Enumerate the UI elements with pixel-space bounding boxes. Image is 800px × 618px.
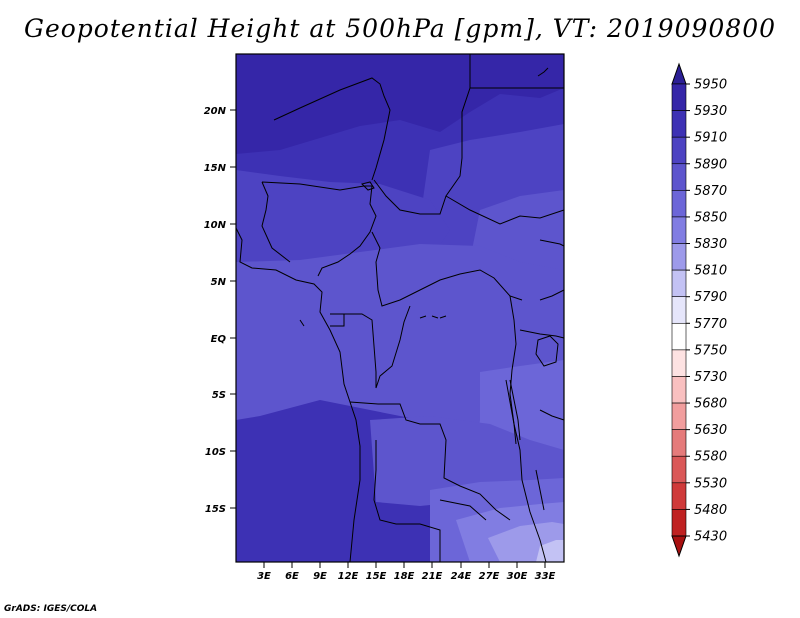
lon-axis: 3E 6E 9E 12E 15E 18E 21E 24E 27E 30E 33E xyxy=(257,562,556,582)
border-congo xyxy=(330,305,411,389)
map-frame xyxy=(235,53,565,563)
colorbar-label: 5910 xyxy=(694,131,727,146)
lon-tick-label: 12E xyxy=(338,571,359,582)
colorbar-swatch xyxy=(671,509,687,537)
colorbar-swatch xyxy=(671,216,687,244)
colorbar-label: 5750 xyxy=(694,343,727,358)
colorbar-swatch xyxy=(671,455,687,484)
colorbar-label: 5730 xyxy=(694,370,727,385)
colorbar-label: 5930 xyxy=(694,104,727,119)
lat-tick-label: 20N xyxy=(204,106,227,117)
colorbar-swatch xyxy=(671,376,687,404)
colorbar-swatch xyxy=(671,163,687,191)
colorbar-label: 5890 xyxy=(694,157,727,172)
coastline-west-africa xyxy=(235,227,361,563)
map-title: Geopotential Height at 500hPa [gpm], VT:… xyxy=(23,14,777,43)
colorbar-label: 5680 xyxy=(694,397,727,412)
lake-malawi xyxy=(535,469,545,511)
colorbar-swatch xyxy=(671,243,687,271)
country-borders xyxy=(235,54,565,563)
lon-tick-label: 15E xyxy=(366,571,387,582)
border-drc-angola xyxy=(349,401,511,521)
colorbar-label: 5870 xyxy=(694,184,727,199)
lat-tick-label: 15N xyxy=(204,163,227,174)
colorbar-label: 5790 xyxy=(694,290,727,305)
colorbar-swatch xyxy=(671,83,687,111)
border-nigeria xyxy=(261,181,377,277)
lake-tana xyxy=(537,67,549,77)
lon-tick-label: 6E xyxy=(285,571,299,582)
field-band-5890-central xyxy=(236,170,450,268)
lat-tick-label: 5N xyxy=(211,277,227,288)
field-band-5790-south xyxy=(536,540,564,562)
lat-tick-label: EQ xyxy=(211,334,227,345)
border-horn xyxy=(539,239,565,301)
lat-tick-label: 15S xyxy=(205,504,226,515)
lake-chad xyxy=(361,181,375,191)
height-field xyxy=(236,54,564,562)
colorbar-label: 5770 xyxy=(694,317,727,332)
colorbar-swatch xyxy=(671,269,687,298)
border-sudan xyxy=(445,195,565,225)
border-mali-niger xyxy=(273,77,391,181)
colorbar-swatch xyxy=(671,136,687,165)
colorbar-swatch xyxy=(671,349,687,377)
colorbar-swatch xyxy=(671,482,687,510)
field-band-5930-north xyxy=(236,54,564,154)
colorbar-label: 5530 xyxy=(694,476,727,491)
lon-tick-label: 33E xyxy=(535,571,556,582)
colorbar-label: 5580 xyxy=(694,450,727,465)
colorbar: 5950 5930 5910 5890 5870 5850 5830 5810 5790 5770… xyxy=(671,62,727,558)
colorbar-swatch xyxy=(671,110,687,138)
colorbar-label: 5830 xyxy=(694,237,727,252)
lat-axis: 20N 15N 10N 5N EQ 5S 10S 15S xyxy=(204,106,236,515)
colorbar-label: 5430 xyxy=(694,530,727,545)
lon-tick-label: 3E xyxy=(257,571,271,582)
lon-tick-label: 9E xyxy=(313,571,327,582)
lat-tick-label: 10S xyxy=(205,447,226,458)
border-cameroon-car xyxy=(371,231,523,307)
colorbar-arrow-top xyxy=(671,62,687,85)
lat-tick-label: 10N xyxy=(204,220,227,231)
colorbar-swatch xyxy=(671,296,687,324)
colorbar-label: 5630 xyxy=(694,423,727,438)
border-tanzania xyxy=(519,329,565,421)
lake-tanganyika xyxy=(505,379,521,445)
colorbar-label: 5850 xyxy=(694,210,727,225)
colorbar-label: 5480 xyxy=(694,503,727,518)
lake-victoria xyxy=(535,335,559,367)
lon-tick-label: 24E xyxy=(451,571,472,582)
credit-label: GrADS: IGES/COLA xyxy=(4,604,98,614)
colorbar-arrow-bottom xyxy=(671,535,687,558)
colorbar-label: 5810 xyxy=(694,264,727,279)
colorbar-label: 5950 xyxy=(694,78,727,93)
lon-tick-label: 30E xyxy=(507,571,528,582)
lon-tick-label: 21E xyxy=(422,571,443,582)
colorbar-swatch xyxy=(671,190,687,218)
border-angola-zambia xyxy=(373,440,487,562)
lon-tick-label: 18E xyxy=(394,571,415,582)
colorbar-swatch xyxy=(671,429,687,457)
colorbar-swatch xyxy=(671,322,687,351)
colorbar-swatch xyxy=(671,402,687,430)
gulf-coast-dots xyxy=(299,315,447,327)
lon-tick-label: 27E xyxy=(479,571,500,582)
lat-tick-label: 5S xyxy=(212,390,226,401)
